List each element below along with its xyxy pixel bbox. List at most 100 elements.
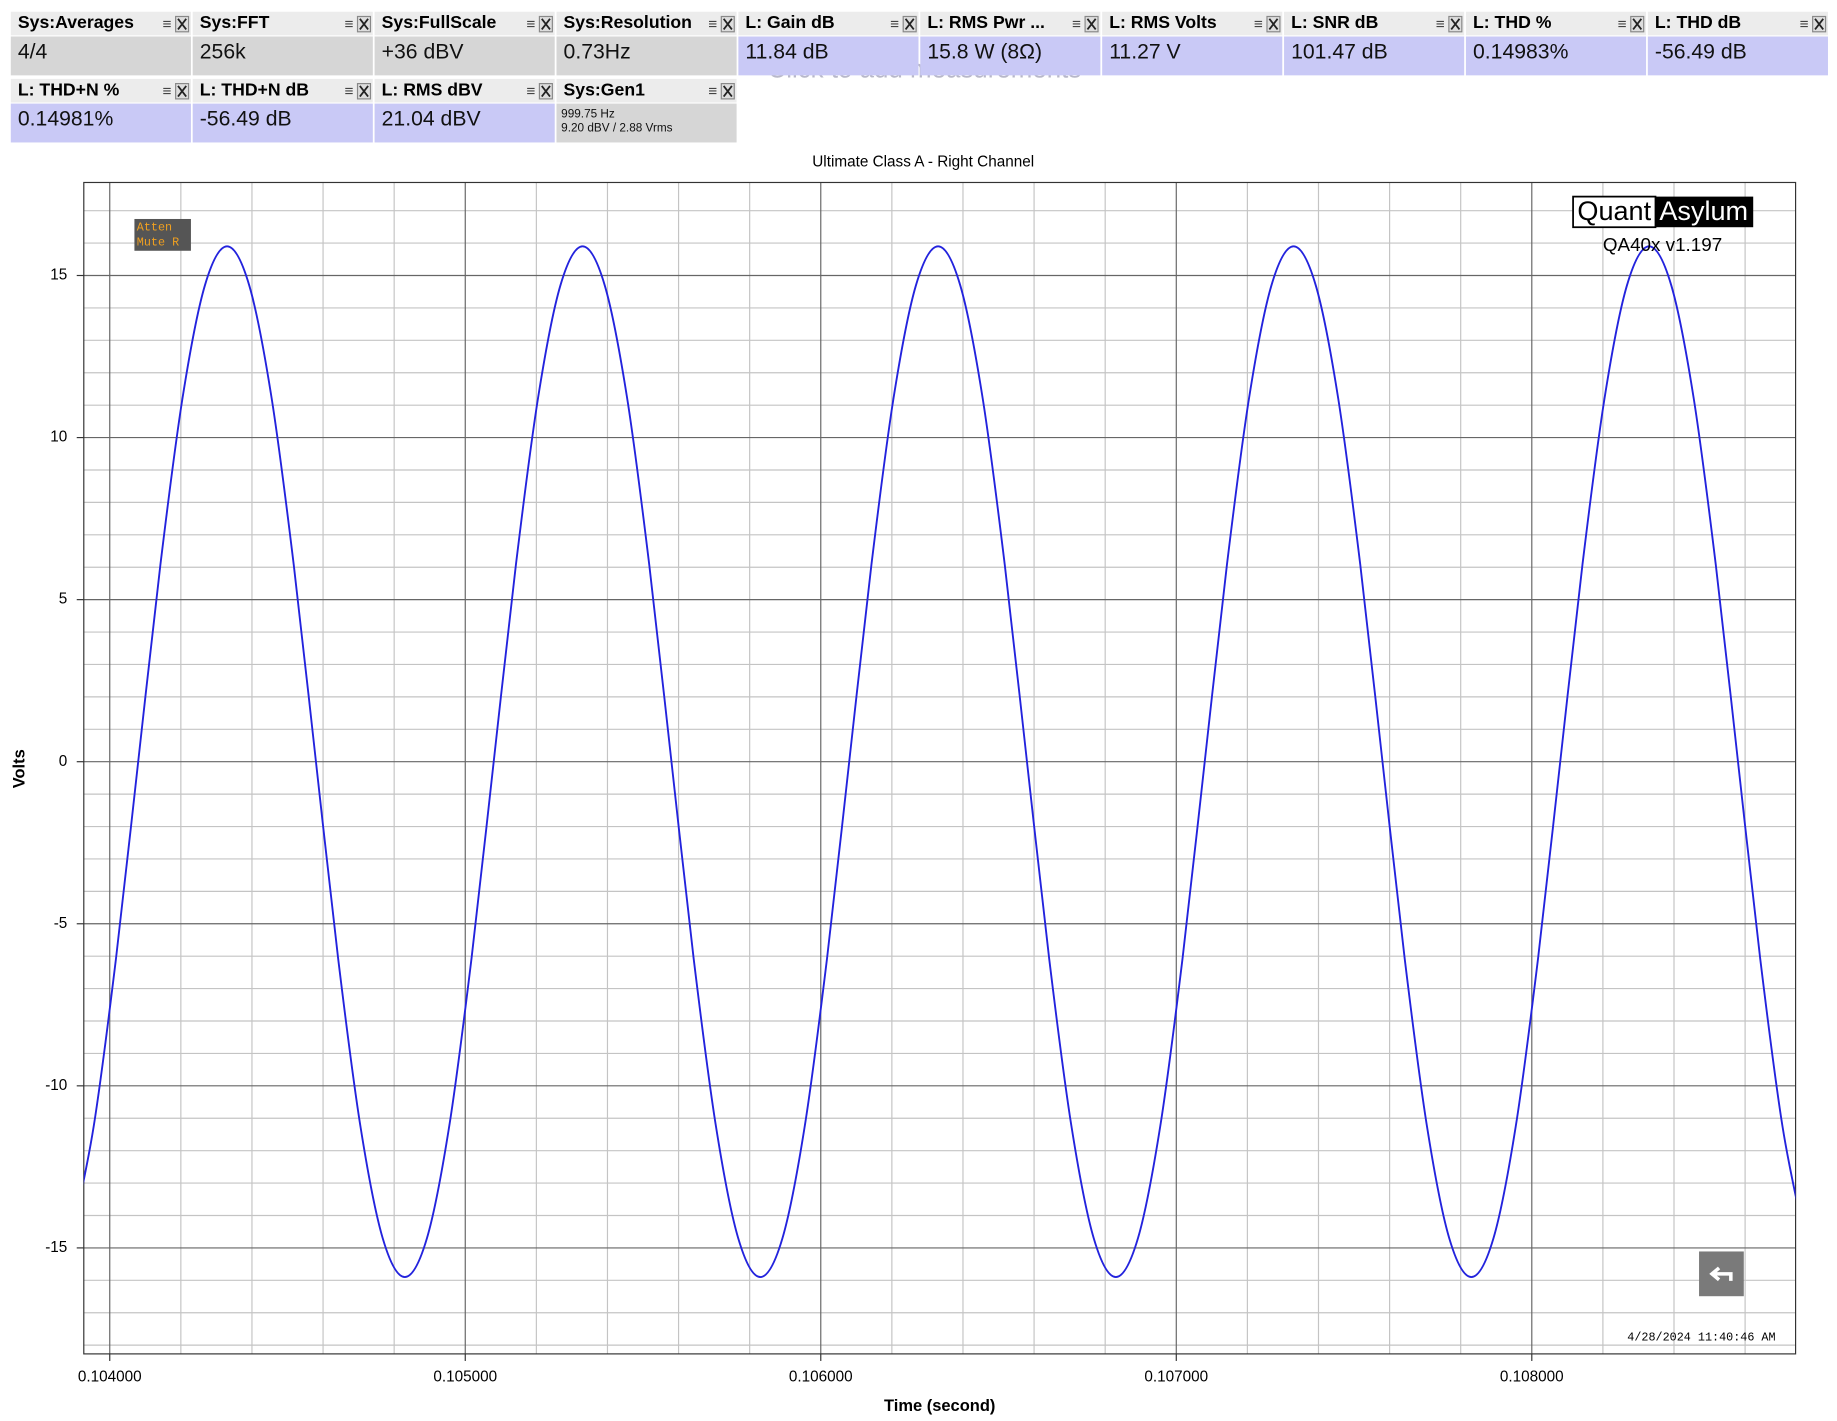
logo-right-box xyxy=(1655,196,1754,228)
panel-value: -56.49 dB xyxy=(1655,41,1747,64)
x-tick-label: 0.107000 xyxy=(1144,1368,1208,1385)
panel-value: 15.8 W (8Ω) xyxy=(927,41,1042,64)
panel-close-icon xyxy=(359,18,369,30)
panel-menu-icon: ≡ xyxy=(163,16,172,33)
panel-header xyxy=(556,11,737,36)
x-tick-label: 0.104000 xyxy=(78,1368,142,1385)
panel-title: L: THD+N dB xyxy=(200,79,309,99)
y-tick-label: 5 xyxy=(59,591,68,608)
panel-title: L: THD dB xyxy=(1655,12,1741,32)
panel-value: 11.27 V xyxy=(1109,41,1181,64)
panel-header xyxy=(1465,11,1647,36)
panel-value-line: 999.75 Hz xyxy=(561,107,615,120)
y-tick-label: 0 xyxy=(59,753,68,770)
y-tick-label: -5 xyxy=(54,915,68,932)
logo-left-box xyxy=(1572,195,1657,229)
waveform xyxy=(83,245,1796,1279)
panel-header xyxy=(1284,11,1465,36)
panel-value: 101.47 dB xyxy=(1291,41,1388,64)
panel-header xyxy=(374,78,555,103)
panel-menu-icon: ≡ xyxy=(345,83,354,100)
measurement-panel[interactable]: L: SNR dB ≡ 101.47 dB xyxy=(1284,11,1465,76)
measurement-panel[interactable]: L: Gain dB ≡ 11.84 dB xyxy=(738,11,919,76)
panel-menu-icon: ≡ xyxy=(1618,16,1627,33)
measurement-panel[interactable]: Sys:Gen1 ≡ 999.75 Hz9.20 dBV / 2.88 Vrms xyxy=(556,78,737,143)
panel-value-line: 9.20 dBV / 2.88 Vrms xyxy=(561,121,673,134)
panel-value: 0.14983% xyxy=(1473,41,1569,64)
panel-close-icon xyxy=(359,85,369,98)
x-tick-label: 0.105000 xyxy=(433,1368,497,1385)
measurement-panel[interactable]: Sys:Averages ≡ 4/4 xyxy=(10,11,191,76)
panel-title: L: Gain dB xyxy=(745,12,834,32)
panel-body xyxy=(738,36,919,76)
panel-close-icon xyxy=(1450,18,1461,30)
panel-close-icon xyxy=(722,18,733,30)
panel-close-icon xyxy=(1268,18,1279,30)
panel-body xyxy=(10,103,191,143)
panel-menu-icon: ≡ xyxy=(890,16,899,33)
panel-close-icon xyxy=(177,85,187,98)
badge-text: Mute R xyxy=(137,236,179,250)
measurement-panel[interactable]: L: THD+N % ≡ 0.14981% xyxy=(10,78,191,143)
panel-value: 4/4 xyxy=(18,41,48,64)
panel-close-icon xyxy=(904,18,915,30)
panel-body xyxy=(374,36,555,76)
measurement-panel[interactable]: L: THD % ≡ 0.14983% xyxy=(1465,11,1647,76)
y-tick-label: 10 xyxy=(50,429,67,446)
panel-value: +36 dBV xyxy=(382,41,465,64)
panel-header xyxy=(374,11,555,36)
panel-title: Sys:FFT xyxy=(200,12,270,32)
panel-title: Sys:FullScale xyxy=(382,12,497,32)
panel-body xyxy=(556,103,737,143)
measurement-panel[interactable]: L: RMS dBV ≡ 21.04 dBV xyxy=(374,78,555,143)
y-tick-label: 15 xyxy=(50,267,67,284)
panel-close-icon xyxy=(177,18,187,30)
panel-body xyxy=(10,36,191,76)
measurement-panel[interactable]: Sys:FFT ≡ 256k xyxy=(192,11,373,76)
y-axis-label: Volts xyxy=(11,749,29,788)
panel-title: L: RMS Pwr ... xyxy=(927,12,1045,32)
measurement-panel[interactable]: L: THD+N dB ≡ -56.49 dB xyxy=(192,78,373,143)
panel-body xyxy=(556,36,737,76)
measurement-panel[interactable]: Sys:Resolution ≡ 0.73Hz xyxy=(556,11,737,76)
panel-menu-icon: ≡ xyxy=(345,16,354,33)
x-tick-label: 0.108000 xyxy=(1500,1368,1564,1385)
logo-left: Quant xyxy=(1577,195,1651,226)
panel-body xyxy=(1647,36,1828,76)
measurement-panel[interactable]: Sys:FullScale ≡ +36 dBV xyxy=(374,11,555,76)
chart-title: Ultimate Class A - Right Channel xyxy=(812,154,1034,171)
panel-close-icon xyxy=(541,85,551,98)
panel-menu-icon: ≡ xyxy=(163,83,172,100)
timestamp: 4/28/2024 11:40:46 AM xyxy=(1627,1331,1775,1345)
panel-header xyxy=(10,11,191,36)
version: QA40x v1.197 xyxy=(1603,234,1722,255)
panel-header xyxy=(1102,11,1283,36)
logo-right: Asylum xyxy=(1659,195,1748,226)
measurement-panel[interactable]: L: RMS Pwr ... ≡ 15.8 W (8Ω) xyxy=(920,11,1101,76)
panel-body xyxy=(1102,36,1283,76)
panel-value: 21.04 dBV xyxy=(382,108,482,131)
panel-title: L: THD+N % xyxy=(18,79,120,99)
panel-body xyxy=(920,36,1101,76)
panel-close-icon xyxy=(1632,18,1643,30)
panel-header xyxy=(192,78,373,103)
panel-close-icon xyxy=(722,85,733,98)
panel-value: 0.73Hz xyxy=(564,41,631,64)
panel-title: L: RMS Volts xyxy=(1109,12,1217,32)
panel-header xyxy=(1647,11,1828,36)
panel-header xyxy=(920,11,1101,36)
panel-menu-icon: ≡ xyxy=(526,83,535,100)
panel-title: L: RMS dBV xyxy=(382,79,483,99)
status-badge xyxy=(134,218,191,251)
panel-title: Sys:Resolution xyxy=(564,12,692,32)
panel-close-icon xyxy=(1086,18,1097,30)
panel-title: L: THD % xyxy=(1473,12,1552,32)
panel-body xyxy=(192,36,373,76)
panel-header xyxy=(10,78,191,103)
measurement-panel[interactable]: L: THD dB ≡ -56.49 dB xyxy=(1647,11,1828,76)
panel-body xyxy=(1284,36,1465,76)
badge-text: Atten xyxy=(137,220,172,234)
measurement-panel[interactable]: L: RMS Volts ≡ 11.27 V xyxy=(1102,11,1283,76)
panel-title: L: SNR dB xyxy=(1291,12,1378,32)
